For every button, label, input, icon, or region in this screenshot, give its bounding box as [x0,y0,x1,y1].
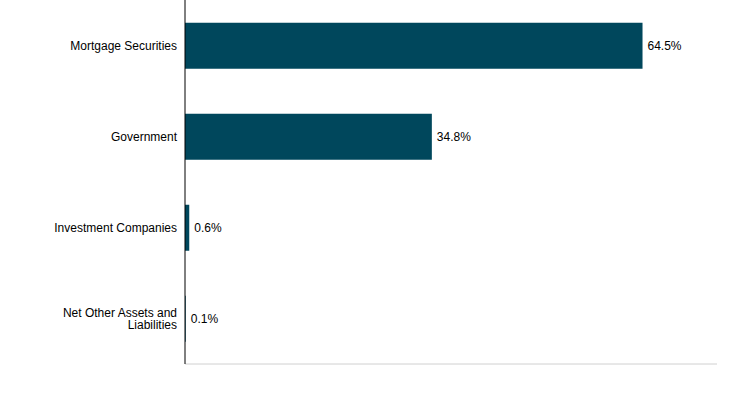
svg-text:0.1%: 0.1% [191,312,219,326]
svg-text:Government: Government [111,130,178,144]
svg-text:34.8%: 34.8% [437,130,471,144]
svg-text:Net Other Assets andLiabilitie: Net Other Assets andLiabilities [63,306,177,332]
svg-text:Investment Companies: Investment Companies [54,221,177,235]
svg-text:Mortgage Securities: Mortgage Securities [70,39,177,53]
svg-text:64.5%: 64.5% [648,39,682,53]
svg-text:0.6%: 0.6% [194,221,222,235]
